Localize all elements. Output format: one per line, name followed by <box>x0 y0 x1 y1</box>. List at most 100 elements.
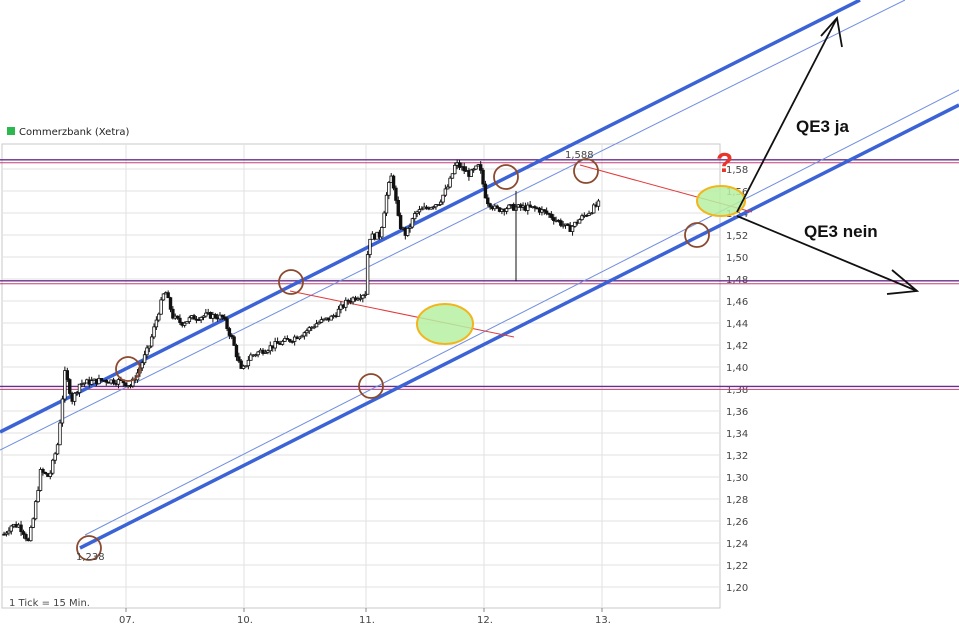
breakout-highlight-second <box>696 185 746 217</box>
candle-body <box>570 225 575 232</box>
y-tick-label: 1,22 <box>726 561 748 572</box>
candle-body <box>431 206 436 209</box>
candle-body <box>302 332 307 337</box>
candle-body <box>408 226 412 229</box>
turning-point-circle <box>76 535 102 561</box>
candle-body <box>55 444 60 455</box>
candle-body <box>363 293 367 296</box>
candle-body <box>384 194 389 214</box>
y-tick-label: 1,54 <box>726 209 748 220</box>
candle-body <box>38 469 43 491</box>
candle-body <box>322 318 326 321</box>
candle-body <box>147 345 152 349</box>
candle-body <box>72 392 77 402</box>
candle-body <box>446 186 450 190</box>
channel-lower-inner-line <box>84 89 959 536</box>
candle-body <box>283 338 287 342</box>
candle-body <box>77 383 82 393</box>
candle-body <box>58 422 62 446</box>
candle-body <box>89 380 94 385</box>
candle-body <box>526 204 530 211</box>
candle-body <box>75 392 79 394</box>
candle-body <box>36 490 40 503</box>
candle-body <box>561 224 565 227</box>
candle-body <box>368 238 372 255</box>
candle-body <box>336 308 341 317</box>
y-tick-label: 1,24 <box>726 539 748 550</box>
candle-body <box>317 321 321 325</box>
candle-body <box>415 211 419 214</box>
candle-body <box>249 354 253 361</box>
candle-body <box>97 378 101 385</box>
annotation-up: QE3 ja <box>796 117 849 136</box>
candle-body <box>192 315 196 320</box>
turning-point-circle <box>278 269 304 295</box>
candle-body <box>149 336 154 347</box>
candle-body <box>33 501 38 520</box>
candle-body <box>152 326 156 338</box>
grid <box>2 144 720 608</box>
candle-body <box>507 204 511 210</box>
y-tick-label: 1,50 <box>726 253 748 264</box>
candle-body <box>481 169 485 185</box>
candle-body <box>290 340 294 343</box>
candle-body <box>43 471 48 474</box>
candle-body <box>589 212 594 215</box>
legend-label: Commerzbank (Xetra) <box>19 127 129 138</box>
candle-body <box>312 326 316 329</box>
candle-body <box>533 206 537 209</box>
x-axis: 07. 10. 11. 12. 13. <box>119 608 611 626</box>
candle-body <box>9 525 14 532</box>
y-tick-label: 1,20 <box>726 583 748 594</box>
y-tick-label: 1,30 <box>726 473 748 484</box>
candle-body <box>82 382 87 385</box>
candle-body <box>182 322 187 326</box>
candle-body <box>424 206 429 209</box>
annotation-question: ? <box>716 147 733 178</box>
candle-body <box>288 338 292 342</box>
turning-point-circle <box>684 222 710 248</box>
candle-body <box>29 527 33 542</box>
candle-body <box>344 299 348 308</box>
candle-body <box>478 164 483 171</box>
candle-body <box>549 213 554 218</box>
candle-body <box>544 210 549 214</box>
turning-point-circles <box>76 158 710 561</box>
candle-body <box>429 206 433 210</box>
candle-body <box>285 338 290 340</box>
candle-body <box>213 314 217 319</box>
candle-body <box>469 169 473 177</box>
support-resistance-lines <box>0 159 959 390</box>
channel-upper-inner-line <box>0 0 906 451</box>
candle-body <box>237 356 241 362</box>
candle-body <box>420 208 424 211</box>
candle-body <box>280 340 285 345</box>
turning-point-circle <box>573 158 599 184</box>
candle-body <box>305 330 309 334</box>
candle-body <box>504 208 509 212</box>
x-tick-label: 12. <box>477 615 493 626</box>
candle-body <box>398 215 403 229</box>
candle-body <box>116 379 121 385</box>
candle-body <box>204 312 208 317</box>
candle-body <box>462 166 466 172</box>
candle-body <box>405 227 410 236</box>
candle-body <box>566 223 570 226</box>
candle-body <box>488 203 492 208</box>
candle-body <box>273 341 277 349</box>
candle-body <box>483 183 488 199</box>
candle-body <box>175 315 180 319</box>
candle-body <box>573 221 577 227</box>
candle-body <box>178 317 182 323</box>
annotation-down: QE3 nein <box>804 222 878 241</box>
candle-body <box>4 532 9 535</box>
candle-body <box>168 297 173 310</box>
y-tick-label: 1,58 <box>726 165 748 176</box>
candle-body <box>292 336 297 342</box>
turning-point-circle <box>493 164 519 190</box>
candle-body <box>232 336 236 346</box>
candle-body <box>382 212 386 228</box>
candle-body <box>246 359 251 367</box>
candle-body <box>361 294 365 299</box>
candle-body <box>185 321 189 324</box>
